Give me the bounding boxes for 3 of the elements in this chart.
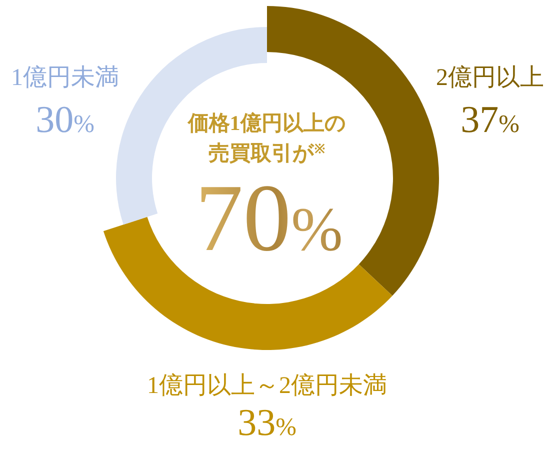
text: 70% (195, 164, 343, 271)
text: 価格1億円以上の (186, 111, 346, 135)
text: 売買取引が$^{※}$ (208, 141, 326, 165)
